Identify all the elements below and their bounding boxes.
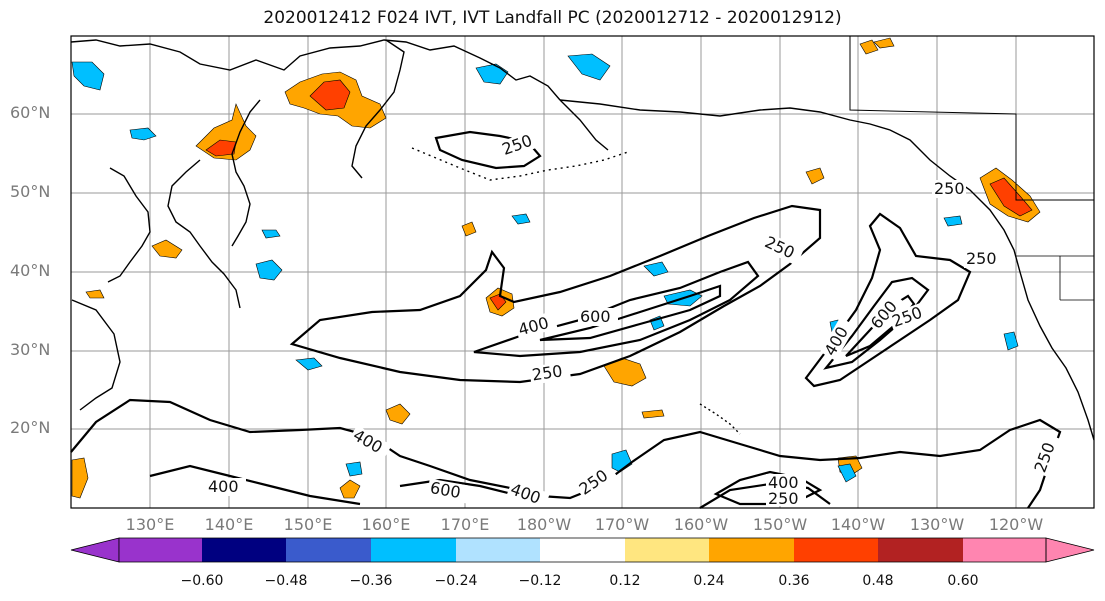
colorbar-bin [794,538,878,562]
colorbar-bin [709,538,794,562]
negative-patch [261,229,281,239]
lon-label: 180°W [516,515,572,534]
lon-label: 170°W [594,515,650,534]
colorbar-bin [540,538,625,562]
colorbar-tick-label: −0.12 [518,573,562,589]
colorbar-bin [371,538,456,562]
lon-label: 150°E [283,515,333,534]
colorbar-bin [286,538,371,562]
lat-label: 30°N [10,340,51,359]
negative-patch [567,53,611,81]
lon-label: 120°W [988,515,1044,534]
korea-coast [107,167,151,283]
contour-600 [399,478,521,498]
colorbar-bin [963,538,1046,562]
na-coast [559,99,1095,441]
canada-border [849,36,1094,201]
colorbar-bin [625,538,709,562]
negative-patch [295,357,323,371]
aleutian-chain [411,147,629,181]
negative-patch [345,461,363,477]
colorbar-tick-label: −0.24 [434,573,478,589]
contour-250 [70,398,1062,509]
map-frame [70,35,1095,509]
positive-patch [309,79,351,111]
positive-patch [195,103,257,161]
positive-patch [859,39,879,55]
lon-label: 130°E [125,515,175,534]
negative-patch [71,61,105,91]
positive-patch [805,167,825,185]
colorbar-tick-label: 0.60 [947,573,979,589]
alaska-peninsula [559,99,609,151]
positive-patch [85,289,105,299]
negative-patch [1003,331,1019,351]
contour-250 [434,130,542,170]
colorbar-extend-low [70,537,120,563]
negative-patch [129,127,157,141]
contour-label: 250 [768,489,799,508]
coastlines [70,36,1095,441]
lat-label: 20°N [10,418,51,437]
colorbar-bin [878,538,963,562]
contour-label: 250 [531,361,564,384]
lon-label: 140°W [830,515,886,534]
colorbar-extend-high [1045,537,1095,563]
lon-label: 140°E [204,515,254,534]
colorbar-tick-label: −0.48 [264,573,308,589]
siberia-coast [70,39,561,101]
positive-patch [873,37,895,49]
map-title: 2020012412 F024 IVT, IVT Landfall PC (20… [263,8,842,28]
positive-patch [641,409,665,419]
contour-400 [823,276,930,370]
negative-patch [643,261,669,277]
pc-shading [71,37,1041,499]
colorbar-tick-label: −0.36 [349,573,393,589]
positive-patch [71,457,89,499]
lon-label: 170°E [440,515,490,534]
negative-patch [837,463,857,483]
negative-patch [511,213,531,225]
kamchatka-coast [351,39,405,179]
contour-250 [804,212,972,388]
contour-label: 400 [208,477,239,496]
contour-label: 250 [934,179,965,198]
colorbar-bin [456,538,540,562]
colorbar [70,537,1095,563]
lat-label: 50°N [10,182,51,201]
lon-label: 150°W [752,515,808,534]
state-borders [1016,255,1094,301]
positive-patch [461,221,477,237]
positive-patch [205,139,237,157]
lat-label: 60°N [10,103,51,122]
colorbar-bin [202,538,286,562]
negative-patch [943,215,963,227]
japan-coast [167,159,241,309]
contour-400 [149,464,361,506]
lon-label: 160°E [361,515,411,534]
china-coast [71,299,121,411]
colorbar-tick-label: 0.36 [778,573,810,589]
contour-label: 400 [768,473,799,492]
colorbar-tick-label: −0.60 [180,573,224,589]
lon-label: 160°W [673,515,729,534]
colorbar-tick-label: 0.48 [862,573,894,589]
positive-patch [385,403,411,425]
positive-patch [339,479,361,499]
contour-label: 250 [966,249,997,268]
colorbar-tick-label: 0.12 [609,573,641,589]
negative-patch [255,259,283,281]
lat-label: 40°N [10,261,51,280]
colorbar-tick-label: 0.24 [693,573,725,589]
sakhalin-coast [231,99,261,247]
lon-label: 130°W [909,515,965,534]
contour-400 [713,470,823,506]
positive-patch [151,239,183,259]
positive-patch [989,177,1033,217]
contour-label: 600 [580,307,611,326]
